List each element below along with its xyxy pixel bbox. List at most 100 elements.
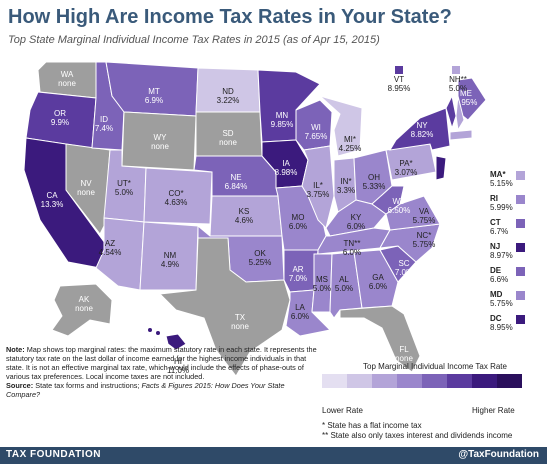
note-label: Note: bbox=[6, 345, 25, 354]
state-code-MO: MO bbox=[292, 213, 305, 222]
map-title: How High Are Income Tax Rates in Your St… bbox=[8, 6, 452, 28]
state-code-ID: ID bbox=[100, 115, 108, 124]
state-code-IA: IA bbox=[282, 159, 290, 168]
state-code-MI: MI* bbox=[344, 135, 356, 144]
state-code-TN: TN** bbox=[344, 239, 361, 248]
state-code-KY: KY bbox=[351, 213, 362, 222]
state-NJ bbox=[435, 155, 447, 181]
state-MS bbox=[311, 253, 333, 313]
state-code-MS: MS bbox=[316, 275, 328, 284]
footer-handle[interactable]: @TaxFoundation bbox=[458, 449, 539, 460]
state-code-NH: NH** bbox=[449, 75, 467, 84]
legend-step-4 bbox=[397, 374, 422, 388]
state-code-GA: GA bbox=[372, 273, 384, 282]
state-code-NY: NY bbox=[416, 121, 428, 130]
state-FL bbox=[339, 305, 421, 373]
state-code-WA: WA bbox=[61, 70, 74, 79]
state-code-VT: VT bbox=[394, 75, 404, 84]
state-code-OH: OH bbox=[368, 173, 380, 182]
state-rate-ME: 7.95% bbox=[455, 98, 478, 107]
state-code-TX: TX bbox=[235, 313, 246, 322]
state-rate-SD: none bbox=[219, 138, 237, 147]
legend-step-7 bbox=[472, 374, 497, 388]
state-code-SD: SD bbox=[222, 129, 233, 138]
state-HI-island bbox=[148, 328, 152, 332]
state-MI bbox=[319, 95, 363, 157]
legend-title: Top Marginal Individual Income Tax Rate bbox=[363, 362, 507, 371]
state-code-WV: WV bbox=[393, 197, 407, 206]
state-rate-NV: none bbox=[77, 188, 95, 197]
state-rate-NE: 6.84% bbox=[225, 182, 248, 191]
note-text: Map shows top marginal rates: the maximu… bbox=[6, 345, 317, 381]
side-state-RI: RI 5.99% bbox=[490, 194, 513, 212]
side-state-MA: MA* 5.15% bbox=[490, 170, 513, 188]
vt-swatch bbox=[395, 66, 403, 74]
state-rate-KS: 4.6% bbox=[235, 216, 253, 225]
side-state-rate: 5.15% bbox=[490, 179, 513, 188]
side-state-rate: 8.95% bbox=[490, 323, 513, 332]
state-rate-NH: 5.0% bbox=[449, 84, 467, 93]
state-rate-NC: 5.75% bbox=[413, 240, 436, 249]
state-rate-MS: 5.0% bbox=[313, 284, 331, 293]
state-rate-AR: 7.0% bbox=[289, 274, 307, 283]
state-rate-MI: 4.25% bbox=[339, 144, 362, 153]
state-code-KS: KS bbox=[239, 207, 250, 216]
state-rate-PA: 3.07% bbox=[395, 168, 418, 177]
state-rate-WA: none bbox=[58, 79, 76, 88]
legend-step-8 bbox=[497, 374, 522, 388]
state-rate-ND: 3.22% bbox=[217, 96, 240, 105]
state-rate-OH: 5.33% bbox=[363, 182, 386, 191]
state-code-ND: ND bbox=[222, 87, 234, 96]
state-HI-island-2 bbox=[156, 331, 160, 335]
state-rate-MT: 6.9% bbox=[145, 96, 163, 105]
state-CO bbox=[143, 167, 213, 225]
side-state-rate: 5.99% bbox=[490, 203, 513, 212]
legend-step-5 bbox=[422, 374, 447, 388]
side-state-code: RI bbox=[490, 194, 498, 203]
state-code-NM: NM bbox=[164, 251, 177, 260]
state-code-NC: NC* bbox=[417, 231, 432, 240]
state-rate-FL: none bbox=[395, 354, 413, 363]
state-code-IN: IN* bbox=[340, 177, 351, 186]
state-rate-VA: 5.75% bbox=[413, 216, 436, 225]
state-rate-ID: 7.4% bbox=[95, 124, 113, 133]
state-code-WI: WI bbox=[311, 123, 321, 132]
source-text: State tax forms and instructions; bbox=[35, 381, 142, 390]
side-state-code: NJ bbox=[490, 242, 501, 251]
state-rate-GA: 6.0% bbox=[369, 282, 387, 291]
state-rate-SC: 7.0% bbox=[395, 268, 413, 277]
footnote-flat: * State has a flat income tax bbox=[322, 421, 422, 430]
state-code-AR: AR bbox=[292, 265, 303, 274]
state-code-OR: OR bbox=[54, 109, 66, 118]
state-code-IL: IL* bbox=[313, 181, 323, 190]
map-subtitle: Top State Marginal Individual Income Tax… bbox=[8, 34, 380, 46]
state-code-MN: MN bbox=[276, 111, 289, 120]
state-IL bbox=[301, 145, 335, 229]
legend-step-1 bbox=[322, 374, 347, 388]
legend-low: Lower Rate bbox=[322, 406, 363, 415]
state-rate-VT: 8.95% bbox=[388, 84, 411, 93]
footer-bar: TAX FOUNDATION @TaxFoundation bbox=[0, 447, 547, 464]
footnote-interest: ** State also only taxes interest and di… bbox=[322, 431, 513, 440]
state-code-AL: AL bbox=[339, 275, 349, 284]
state-rate-TN: 6.0% bbox=[343, 248, 361, 257]
side-state-swatch bbox=[516, 171, 525, 180]
state-code-AK: AK bbox=[79, 295, 90, 304]
side-state-rate: 6.7% bbox=[490, 227, 509, 236]
state-code-UT: UT* bbox=[117, 179, 131, 188]
state-rate-AL: 5.0% bbox=[335, 284, 353, 293]
side-state-CT: CT 6.7% bbox=[490, 218, 508, 236]
state-rate-MN: 9.85% bbox=[271, 120, 294, 129]
state-rate-OK: 5.25% bbox=[249, 258, 272, 267]
state-rate-HI: 11.0% bbox=[167, 366, 189, 375]
source-italic: Facts & Figures 2015: How Does Your Stat… bbox=[6, 381, 285, 399]
side-state-NJ: NJ 8.97% bbox=[490, 242, 513, 260]
state-HI bbox=[165, 333, 187, 351]
nh-swatch bbox=[452, 66, 460, 74]
state-code-LA: LA bbox=[295, 303, 305, 312]
state-code-HI: HI bbox=[174, 357, 182, 366]
state-WV bbox=[371, 185, 405, 215]
state-code-CO: CO* bbox=[168, 189, 183, 198]
legend-step-6 bbox=[447, 374, 472, 388]
state-TX bbox=[158, 237, 291, 377]
